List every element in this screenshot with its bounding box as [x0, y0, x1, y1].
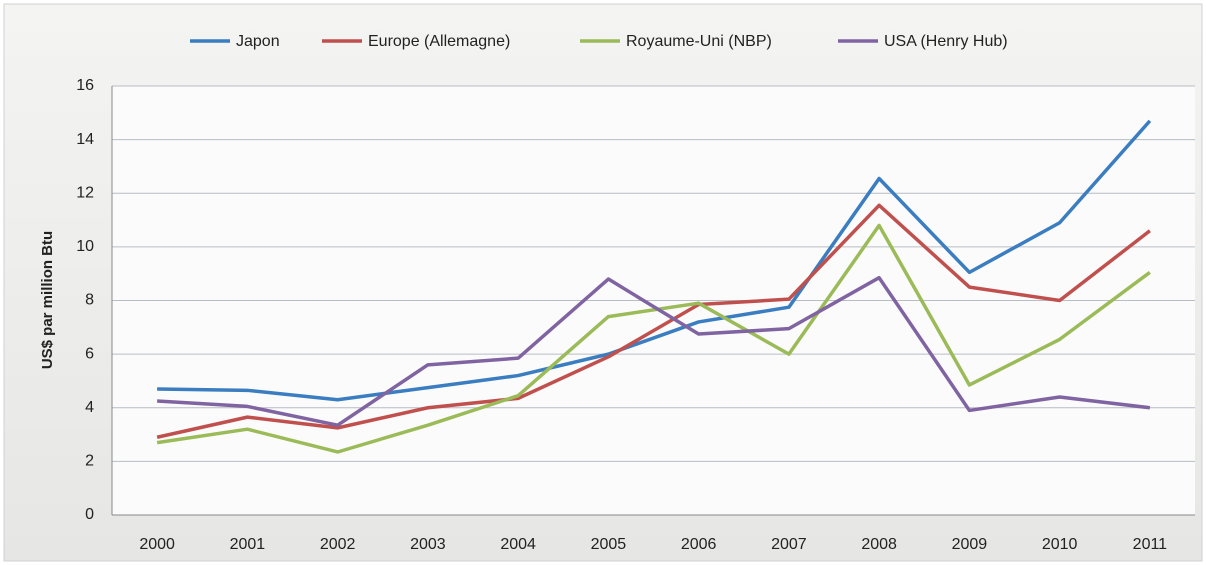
y-tick-label: 10 [76, 238, 94, 255]
series-line [156, 203, 1151, 439]
x-tick-label: 2006 [681, 536, 717, 553]
y-tick-label: 0 [85, 506, 94, 523]
series-line [157, 275, 1151, 427]
legend-label: Japon [236, 33, 280, 50]
x-tick-label: 2004 [500, 536, 536, 553]
x-tick-label: 2003 [410, 536, 446, 553]
x-tick-label: 2007 [771, 536, 807, 553]
x-tick-label: 2000 [139, 536, 175, 553]
series-line [157, 119, 1152, 402]
x-tick-label: 2002 [320, 536, 356, 553]
y-tick-label: 6 [85, 345, 94, 362]
y-tick-label: 16 [76, 77, 94, 94]
x-tick-label: 2011 [1133, 536, 1168, 553]
y-tick-label: 2 [85, 453, 94, 470]
x-tick-label: 2005 [591, 536, 627, 553]
y-tick-label: 8 [85, 292, 94, 309]
legend-label: USA (Henry Hub) [884, 33, 1008, 50]
y-tick-label: 12 [76, 184, 94, 201]
x-tick-label: 2001 [230, 536, 266, 553]
legend-label: Europe (Allemagne) [368, 33, 510, 50]
x-tick-label: 2010 [1042, 536, 1078, 553]
series-line [156, 223, 1151, 454]
x-tick-label: 2008 [861, 536, 897, 553]
y-tick-label: 14 [76, 131, 94, 148]
x-tick-label: 2009 [952, 536, 988, 553]
y-tick-label: 4 [85, 399, 94, 416]
y-axis-label: US$ par million Btu [39, 231, 56, 369]
legend-label: Royaume-Uni (NBP) [626, 33, 772, 50]
